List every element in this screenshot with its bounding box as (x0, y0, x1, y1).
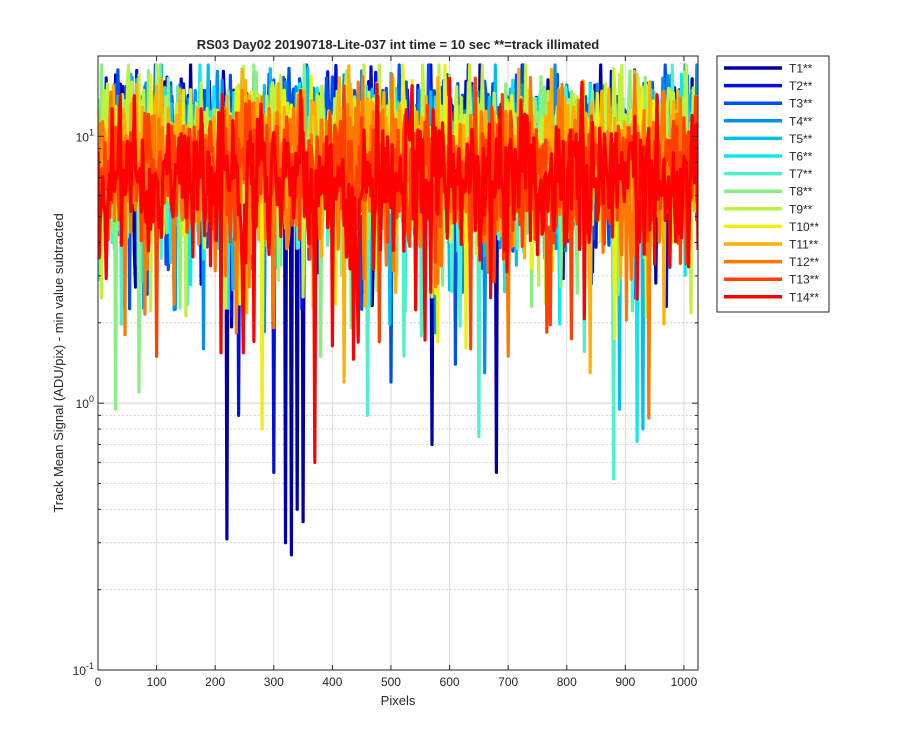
y-axis-ticks: 10-1 100 101 (73, 55, 698, 678)
x-tick-label: 200 (205, 675, 225, 689)
legend: T1** T2** T3** T4** T5** T6** T7** T8** T9** T10*… (716, 55, 830, 313)
x-axis-label: Pixels (381, 693, 416, 708)
y-tick-label: 100 (76, 394, 94, 411)
series-line-T14 (98, 76, 698, 464)
legend-entry: T8** (724, 185, 813, 199)
x-tick-label: 500 (381, 675, 401, 689)
legend-label: T5** (789, 132, 813, 146)
legend-label: T10** (789, 220, 819, 234)
legend-entry: T6** (724, 150, 813, 164)
legend-label: T13** (789, 273, 819, 287)
legend-entry: T5** (724, 132, 813, 146)
legend-box (716, 55, 830, 313)
legend-label: T8** (789, 185, 813, 199)
legend-label: T7** (789, 167, 813, 181)
legend-entry: T10** (724, 220, 819, 234)
x-tick-label: 400 (322, 675, 342, 689)
y-axis-label: Track Mean Signal (ADU/pix) - min value … (51, 213, 66, 512)
x-tick-label: 800 (557, 675, 577, 689)
legend-label: T3** (789, 97, 813, 111)
x-tick-label: 700 (498, 675, 518, 689)
x-tick-label: 300 (264, 675, 284, 689)
legend-entry: T12** (724, 255, 819, 269)
legend-label: T9** (789, 202, 813, 216)
legend-label: T1** (789, 62, 813, 76)
legend-entry: T9** (724, 202, 813, 216)
legend-entry: T11** (724, 238, 818, 252)
plot-frame (97, 55, 699, 671)
plot-area: 0 100 200 300 400 500 600 700 800 900 1000 10-1 100… (73, 55, 699, 689)
legend-label: T12** (789, 255, 819, 269)
legend-entry: T7** (724, 167, 813, 181)
legend-entry: T2** (724, 79, 813, 93)
x-axis-ticks: 0 100 200 300 400 500 600 700 800 900 1000 (95, 56, 698, 689)
y-tick-label: 10-1 (73, 661, 94, 678)
y-tick-label: 101 (76, 127, 94, 144)
legend-label: T14** (789, 290, 819, 304)
x-tick-label: 100 (147, 675, 167, 689)
legend-entry: T14** (724, 290, 819, 304)
x-tick-label: 900 (615, 675, 635, 689)
legend-entry: T1** (724, 62, 813, 76)
chart-title: RS03 Day02 20190718-Lite-037 int time = … (197, 37, 600, 52)
x-tick-label: 0 (95, 675, 102, 689)
x-tick-label: 600 (440, 675, 460, 689)
x-tick-label: 1000 (671, 675, 698, 689)
legend-label: T4** (789, 114, 813, 128)
legend-label: T2** (789, 79, 813, 93)
legend-label: T11** (789, 238, 818, 252)
legend-entry: T3** (724, 97, 813, 111)
series-layer (98, 63, 698, 557)
legend-entry: T4** (724, 114, 813, 128)
legend-label: T6** (789, 150, 813, 164)
legend-entry: T13** (724, 273, 819, 287)
